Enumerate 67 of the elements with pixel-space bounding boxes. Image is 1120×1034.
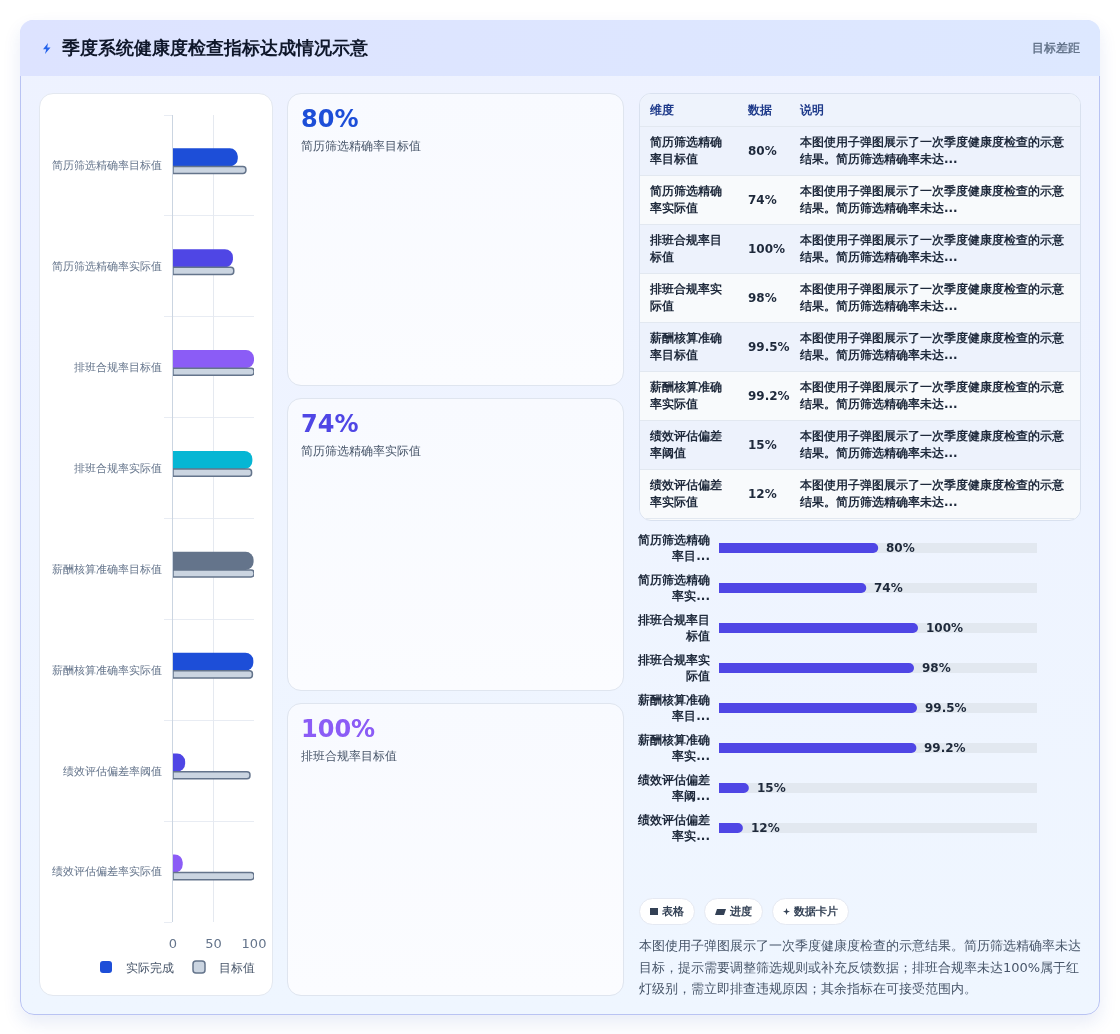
data-label: 80% [886,541,915,555]
y-tick-label: 排班合规率目标值 [637,613,710,643]
y-tick-label: 薪酬核算准确率实... [637,733,710,763]
data-label: 80% [748,142,777,160]
y-tick-label: 绩效评估偏差率实际值 [51,865,162,879]
y-tick-label: 绩效评估偏差率阈值 [62,764,162,778]
data-label: 100% [748,240,786,258]
y-tick-label: 简历筛选精确率目... [637,533,710,563]
data-label: 74% [301,410,359,438]
text: 本图使用子弹图展示了一次季度健康度检查的示意结果。简历筛选精确率未达... [800,477,1065,511]
bar [173,249,233,268]
text: 本图使用子弹图展示了一次季度健康度检查的示意结果。简历筛选精确率未达... [800,134,1065,168]
y-tick-label: 排班合规率实际值 [637,653,710,683]
data-label: 99.2% [748,387,790,405]
text: 季度系统健康度检查指标达成情况示意 [62,36,368,60]
data-label: 99.2% [924,741,966,755]
legend-label: 实际完成 [126,960,174,975]
data-label: 98% [922,661,951,675]
data-label: 98% [748,289,777,307]
data-label: 12% [748,485,777,503]
x-tick-label: 50 [205,936,222,951]
bar [719,783,749,793]
text: 表格 [662,904,684,919]
text: 目标差距 [1032,40,1080,57]
text: 数据 [748,101,772,119]
text: 进度 [730,904,752,919]
category-label: 简历筛选精确率目标值 [301,138,421,155]
legend-label: 目标值 [219,960,255,975]
bar [173,652,254,671]
category-label: 简历筛选精确率实际值 [301,443,421,460]
text: 本图使用子弹图展示了一次季度健康度检查的示意结果。简历筛选精确率未达... [800,428,1065,462]
text: 本图使用子弹图展示了一次季度健康度检查的示意结果。简历筛选精确率未达... [800,330,1065,364]
data-label: 100% [301,715,376,743]
text: 数据卡片 [794,904,838,919]
y-tick-label: 薪酬核算准确率目... [637,693,710,723]
data-label: 100% [926,621,964,635]
text: 本图使用子弹图展示了一次季度健康度检查的示意结果。简历筛选精确率未达... [800,281,1065,315]
text: 本图使用子弹图展示了一次季度健康度检查的示意结果。简历筛选精确率未达目标，提示需要调整筛选规则或补充反馈数据；排班合规率未达100%属于红灯级别，需立即排查违规原因；其余指标在可接受范围内。 [639,937,1082,998]
data-label: 12% [751,821,780,835]
y-tick-label: 绩效评估偏差率实... [637,813,710,843]
y-tick-label: 排班合规率实际值 [73,461,162,475]
bar [173,450,253,470]
data-label: 15% [757,781,786,795]
category-label: 排班合规率目标值 [301,748,397,765]
y-tick-label: 绩效评估偏差率阈... [637,773,710,803]
text: 本图使用子弹图展示了一次季度健康度检查的示意结果。简历筛选精确率未达... [800,379,1065,413]
x-tick-label: 0 [168,936,178,951]
bar [173,148,238,167]
x-tick-label: 100 [241,936,267,951]
data-label: 74% [748,191,777,209]
bar [173,350,254,369]
data-label: 80% [301,105,359,133]
y-tick-label: 薪酬核算准确率实际值 [51,663,162,677]
text: 本图使用子弹图展示了一次季度健康度检查的示意结果。简历筛选精确率未达... [800,183,1065,217]
text: 维度 [650,101,674,119]
data-label: 74% [874,581,903,595]
data-label: 99.5% [748,338,790,356]
text: 说明 [800,101,824,119]
y-tick-label: 简历筛选精确率实际值 [51,260,162,274]
y-tick-label: 排班合规率目标值 [73,361,162,375]
y-tick-label: 薪酬核算准确率目标值 [51,562,162,576]
y-tick-label: 简历筛选精确率实... [637,573,710,603]
data-label: 99.5% [925,701,967,715]
y-tick-label: 简历筛选精确率目标值 [51,159,162,173]
text: 本图使用子弹图展示了一次季度健康度检查的示意结果。简历筛选精确率未达... [800,232,1065,266]
bar [719,823,743,833]
data-label: 15% [748,436,777,454]
